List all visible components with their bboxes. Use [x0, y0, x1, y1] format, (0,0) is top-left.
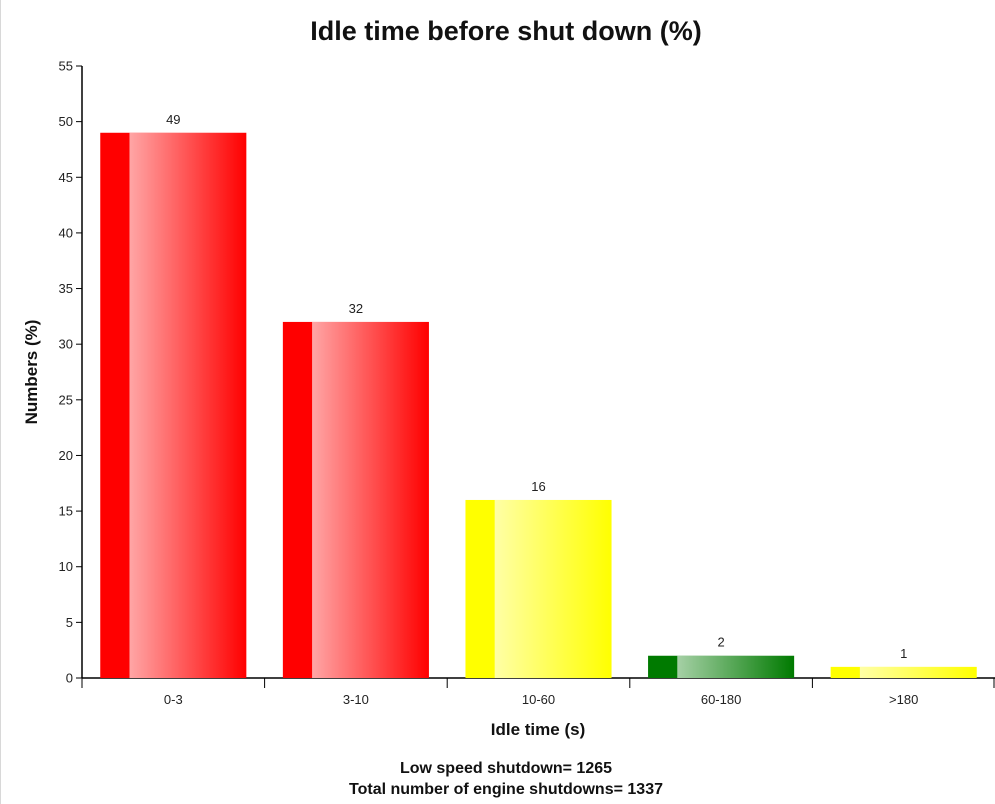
footer-low-speed-shutdown: Low speed shutdown= 1265	[400, 760, 612, 777]
y-tick-label: 55	[59, 59, 73, 74]
x-tick-label: 60-180	[701, 692, 741, 707]
y-axis: 0 5 10 15 20 25 30 35 40 45 50 55	[59, 59, 83, 686]
x-tick-label: >180	[889, 692, 918, 707]
bar-highlight	[677, 655, 795, 678]
y-tick-label: 30	[59, 337, 73, 352]
footer-total-shutdowns: Total number of engine shutdowns= 1337	[349, 781, 663, 798]
y-axis-title: Numbers (%)	[22, 320, 41, 425]
x-axis: 0-3 3-10 10-60 60-180 >180	[81, 677, 995, 707]
chart-title: Idle time before shut down (%)	[310, 16, 702, 46]
bar-highlight	[494, 499, 612, 678]
bar-value-label: 49	[166, 112, 180, 127]
bar-value-label: 32	[349, 301, 363, 316]
y-tick-label: 10	[59, 559, 73, 574]
x-axis-title: Idle time (s)	[491, 720, 585, 739]
y-tick-label: 50	[59, 114, 73, 129]
y-tick-label: 15	[59, 504, 73, 519]
y-tick-label: 20	[59, 448, 73, 463]
y-tick-label: 25	[59, 392, 73, 407]
x-tick-label: 3-10	[343, 692, 369, 707]
bar-value-label: 16	[531, 479, 545, 494]
bar-highlight	[859, 666, 977, 678]
window-edge	[0, 0, 1, 804]
bar-value-label: 1	[900, 646, 907, 661]
y-tick-label: 35	[59, 281, 73, 296]
x-tick-label: 10-60	[522, 692, 555, 707]
bars-group: 49 32 16 2 1	[100, 112, 977, 678]
y-tick-label: 0	[66, 671, 73, 686]
y-tick-label: 5	[66, 615, 73, 630]
y-tick-label: 40	[59, 225, 73, 240]
x-tick-label: 0-3	[164, 692, 183, 707]
y-tick-label: 45	[59, 170, 73, 185]
bar-highlight	[129, 132, 247, 678]
bar-value-label: 2	[717, 635, 724, 650]
bar-highlight	[312, 321, 429, 678]
